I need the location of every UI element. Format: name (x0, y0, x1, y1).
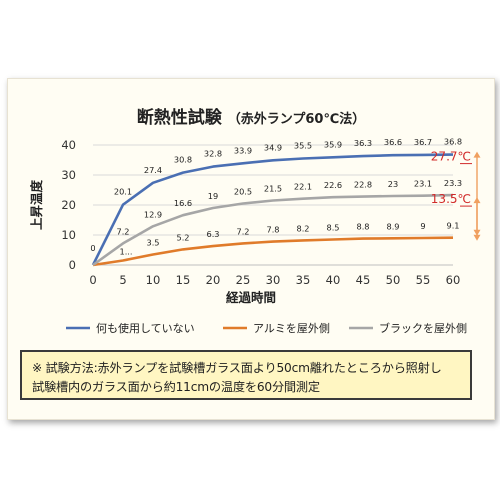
data-label: 35.5 (294, 141, 312, 151)
annotation-label-2: 13.5℃ (431, 192, 471, 206)
data-label: 33.9 (234, 145, 252, 155)
legend-label-2: アルミを屋外側 (253, 322, 330, 335)
data-label: 22.8 (354, 180, 372, 190)
data-label: 22.6 (324, 180, 342, 190)
data-label: 23 (388, 179, 398, 189)
note-line-2: 試験槽内のガラス面から約11cmの温度を60分間測定 (32, 380, 320, 394)
series-line-3 (92, 193, 454, 267)
data-label: 36.6 (384, 137, 402, 147)
y-axis-label: 上昇温度 (29, 180, 44, 231)
x-tick-label: 35 (296, 273, 311, 287)
data-label: 27.4 (144, 165, 162, 175)
note-line-1: ※ 試験方法:赤外ランプを試験槽ガラス面より50cm離れたところから照射し (32, 361, 442, 375)
data-label: 20.1 (114, 187, 132, 197)
x-tick-label: 10 (146, 273, 161, 287)
data-label: 16.6 (174, 198, 192, 208)
data-label: 36.8 (444, 137, 462, 147)
chart-title-main: 断熱性試験 (137, 107, 223, 128)
data-label: 21.5 (264, 184, 282, 194)
data-label: 5.2 (176, 232, 189, 242)
data-label: 36.7 (414, 137, 432, 147)
x-tick-label: 45 (356, 273, 371, 287)
data-label: 7.8 (266, 225, 279, 235)
data-label: 23.1 (414, 179, 432, 189)
chart-subtitle: （赤外ランプ60℃法） (228, 111, 365, 127)
x-tick-label: 50 (386, 273, 401, 287)
x-tick-label: 30 (266, 273, 281, 287)
annotation-arrow-2-head-top (473, 197, 481, 204)
x-tick-label: 55 (416, 273, 431, 287)
data-label: 34.9 (264, 142, 282, 152)
line-chart: 断熱性試験 （赤外ランプ60℃法） 0 10 20 30 40 0 5 10 15 20 25 30 35 4… (29, 107, 481, 335)
data-label: 23.3 (444, 178, 462, 188)
data-label: 9.1 (446, 221, 459, 231)
y-tick-label: 40 (61, 138, 76, 152)
x-tick-label: 20 (206, 273, 221, 287)
data-label: 9 (420, 221, 425, 231)
legend-label-1: 何も使用していない (96, 322, 195, 335)
data-label: 1... (119, 247, 132, 257)
data-label: 7.2 (236, 226, 249, 236)
x-tick-label: 5 (119, 273, 126, 287)
data-label: 8.2 (296, 223, 309, 233)
series-line-1 (91, 153, 454, 266)
data-label: 20.5 (234, 187, 252, 197)
data-label: 6.3 (206, 229, 219, 239)
data-label: 35.9 (324, 139, 342, 149)
data-label: 8.5 (326, 223, 339, 233)
y-tick-label: 0 (69, 258, 76, 272)
x-tick-label: 0 (89, 273, 96, 287)
x-tick-label: 25 (236, 273, 251, 287)
data-label: 19 (208, 191, 218, 201)
y-tick-label: 10 (61, 228, 76, 242)
x-tick-label: 15 (176, 273, 191, 287)
data-label: 0 (90, 243, 95, 253)
x-tick-label: 40 (326, 273, 341, 287)
data-label: 22.1 (294, 182, 312, 192)
annotation-label-1: 27.7℃ (431, 150, 471, 164)
y-tick-label: 30 (61, 168, 76, 182)
y-tick-label: 20 (61, 198, 76, 212)
annotation-arrow-1-head-bottom (473, 234, 481, 241)
data-label: 7.2 (116, 226, 129, 236)
data-label: 32.8 (204, 149, 222, 159)
annotation-arrow-1-head-top (473, 151, 481, 158)
legend-label-3: ブラックを屋外側 (379, 321, 467, 335)
annotation-arrow-2-head-bottom (473, 229, 481, 236)
series-line-2 (92, 236, 454, 267)
chart-title: 断熱性試験 （赤外ランプ60℃法） (137, 107, 365, 128)
data-label: 3.5 (146, 238, 159, 248)
data-label: 8.9 (386, 221, 399, 231)
data-label: 8.8 (356, 222, 369, 232)
x-tick-label: 60 (446, 273, 461, 287)
data-label: 36.3 (354, 138, 372, 148)
test-method-note: ※ 試験方法:赤外ランプを試験槽ガラス面より50cm離れたところから照射し 試験… (20, 350, 472, 400)
x-axis-label: 経過時間 (226, 290, 276, 305)
data-label: 12.9 (144, 209, 162, 219)
data-label: 30.8 (174, 155, 192, 165)
